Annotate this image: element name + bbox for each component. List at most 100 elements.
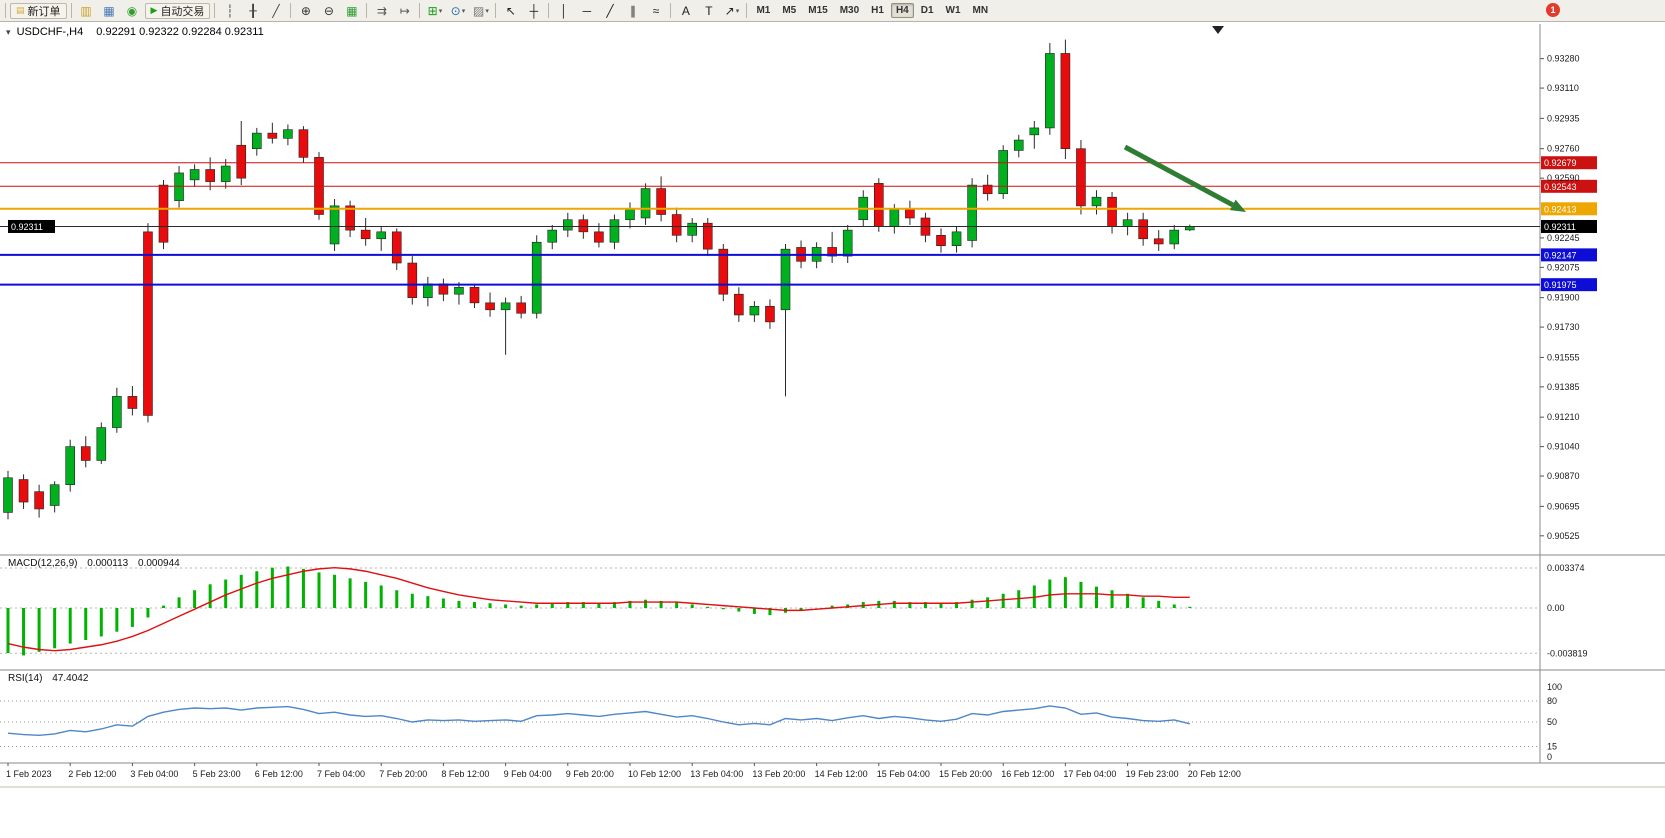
candle-bearish: [143, 231, 153, 416]
toolbar-separator: [5, 3, 6, 18]
candle-bearish: [485, 302, 495, 311]
candle-bearish: [1060, 53, 1071, 150]
rsi-level-label: 15: [1547, 742, 1557, 752]
horizontal-line-icon: ─: [582, 3, 592, 18]
price-tick-label: 0.90695: [1547, 501, 1580, 511]
price-tick-label: 0.92245: [1547, 233, 1580, 243]
timeframe-button-w1[interactable]: W1: [945, 5, 961, 16]
auto-trading-icon: ▶: [150, 5, 158, 15]
chevron-down-icon: ▾: [735, 7, 740, 15]
candle-bearish: [516, 302, 526, 314]
candle-bullish: [500, 302, 511, 311]
toolbar-separator: [495, 3, 497, 18]
rsi-name: RSI(14): [8, 673, 43, 684]
candle-bearish: [765, 306, 775, 323]
timeframe-button-h1[interactable]: H1: [871, 5, 884, 16]
tile-windows-icon[interactable]: ▦: [341, 1, 362, 20]
crosshair-icon[interactable]: ┼: [523, 1, 544, 20]
candle-bullish: [609, 219, 620, 243]
bid-price-label-left: 0.92311: [11, 222, 43, 232]
arrows-icon[interactable]: ↗ ▾: [721, 1, 742, 20]
auto-scroll-icon[interactable]: ⇉: [371, 1, 392, 20]
horizontal-line-icon[interactable]: ─: [576, 1, 597, 20]
cursor-icon[interactable]: ↖: [500, 1, 521, 20]
chart-shift-icon[interactable]: ↦: [394, 1, 415, 20]
candle-bullish: [376, 231, 387, 240]
candle-bearish: [34, 491, 44, 510]
label-icon[interactable]: T: [698, 1, 719, 20]
price-tick-label: 0.90525: [1547, 531, 1580, 541]
time-axis-label: 7 Feb 04:00: [317, 769, 365, 779]
candle-bullish: [951, 231, 962, 246]
trendline-icon[interactable]: ╱: [599, 1, 620, 20]
line-chart-icon[interactable]: ╱: [265, 1, 286, 20]
candle-bearish: [1107, 196, 1117, 227]
auto-trading-button[interactable]: ▶ 自动交易: [144, 2, 211, 19]
rsi-line: [7, 705, 1190, 737]
pivot-line-price-label: 0.92413: [1544, 204, 1577, 214]
candlestick-chart-icon[interactable]: ╂: [242, 1, 263, 20]
zoom-in-icon[interactable]: ⊕: [295, 1, 316, 20]
chart-title: ▾ USDCHF-,H4 0.92291 0.92322 0.92284 0.9…: [6, 26, 264, 38]
timeframe-button-mn[interactable]: MN: [972, 5, 989, 16]
templates-icon[interactable]: ▨ ▾: [470, 1, 491, 20]
macd-name: MACD(12,26,9): [8, 558, 78, 569]
chart-window-icon[interactable]: ▦: [99, 1, 120, 20]
bar-chart-icon[interactable]: ┆: [219, 1, 240, 20]
price-tick-label: 0.92590: [1547, 173, 1580, 183]
trend-arrow[interactable]: [1123, 144, 1234, 208]
refresh-icon[interactable]: ◉: [122, 1, 143, 20]
candle-bullish: [889, 209, 900, 227]
rsi-value: 47.4042: [52, 673, 89, 684]
ohlc-values: 0.92291 0.92322 0.92284 0.92311: [96, 26, 264, 38]
timeframe-button-m15[interactable]: M15: [808, 5, 828, 16]
text-icon: A: [681, 3, 690, 18]
candle-bullish: [1122, 219, 1133, 227]
toolbar-separator: [419, 3, 421, 18]
candle-bullish: [749, 306, 760, 316]
timeframe-button-d1[interactable]: D1: [920, 5, 934, 16]
vertical-line-icon[interactable]: │: [553, 1, 574, 20]
time-axis-label: 5 Feb 23:00: [193, 769, 241, 779]
candle-bearish: [656, 188, 666, 215]
candle-bullish: [329, 205, 340, 245]
candle-bullish: [49, 484, 60, 506]
profiles-icon[interactable]: ▥: [76, 1, 97, 20]
channel-icon[interactable]: ∥: [622, 1, 643, 20]
bid-line-price-box: [1541, 219, 1597, 233]
chevron-down-icon: ▾: [461, 7, 466, 15]
candle-bullish: [1169, 229, 1180, 245]
chart-shift-marker[interactable]: [1212, 26, 1224, 34]
fibonacci-icon[interactable]: ≈: [645, 1, 666, 20]
timeframe-button-m30[interactable]: M30: [839, 5, 860, 16]
auto-scroll-icon: ⇉: [376, 3, 387, 18]
time-axis-label: 19 Feb 23:00: [1126, 769, 1179, 779]
time-axis-label: 9 Feb 20:00: [566, 769, 614, 779]
periods-icon[interactable]: ⊙ ▾: [447, 1, 468, 20]
time-axis-label: 20 Feb 12:00: [1188, 769, 1241, 779]
cursor-icon: ↖: [505, 3, 516, 18]
text-icon[interactable]: A: [675, 1, 696, 20]
candle-bullish: [454, 286, 464, 295]
new-order-button[interactable]: ▤ 新订单: [10, 2, 67, 19]
profiles-icon: ▥: [80, 3, 92, 18]
toolbar-separator: [290, 3, 292, 18]
timeframe-button-m1[interactable]: M1: [756, 5, 771, 16]
price-tick-label: 0.92075: [1547, 262, 1580, 272]
label-icon: T: [705, 3, 713, 18]
notification-badge[interactable]: 1: [1546, 3, 1560, 17]
timeframe-button-m5[interactable]: M5: [782, 5, 797, 16]
timeframe-button-h4[interactable]: H4: [890, 3, 914, 18]
candle-bullish: [1013, 139, 1024, 151]
chevron-down-icon[interactable]: ▾: [6, 27, 11, 37]
candle-bearish: [734, 293, 744, 316]
toolbar-separator: [70, 3, 72, 18]
candle-bearish: [1076, 148, 1086, 207]
candle-bullish: [562, 219, 573, 231]
zoom-out-icon[interactable]: ⊖: [318, 1, 339, 20]
chart-shift-icon: ↦: [399, 3, 410, 18]
candlestick-chart-icon: ╂: [249, 3, 257, 18]
indicators-icon[interactable]: ⊞ ▾: [424, 1, 445, 20]
macd-main-value: 0.000113: [87, 558, 129, 569]
